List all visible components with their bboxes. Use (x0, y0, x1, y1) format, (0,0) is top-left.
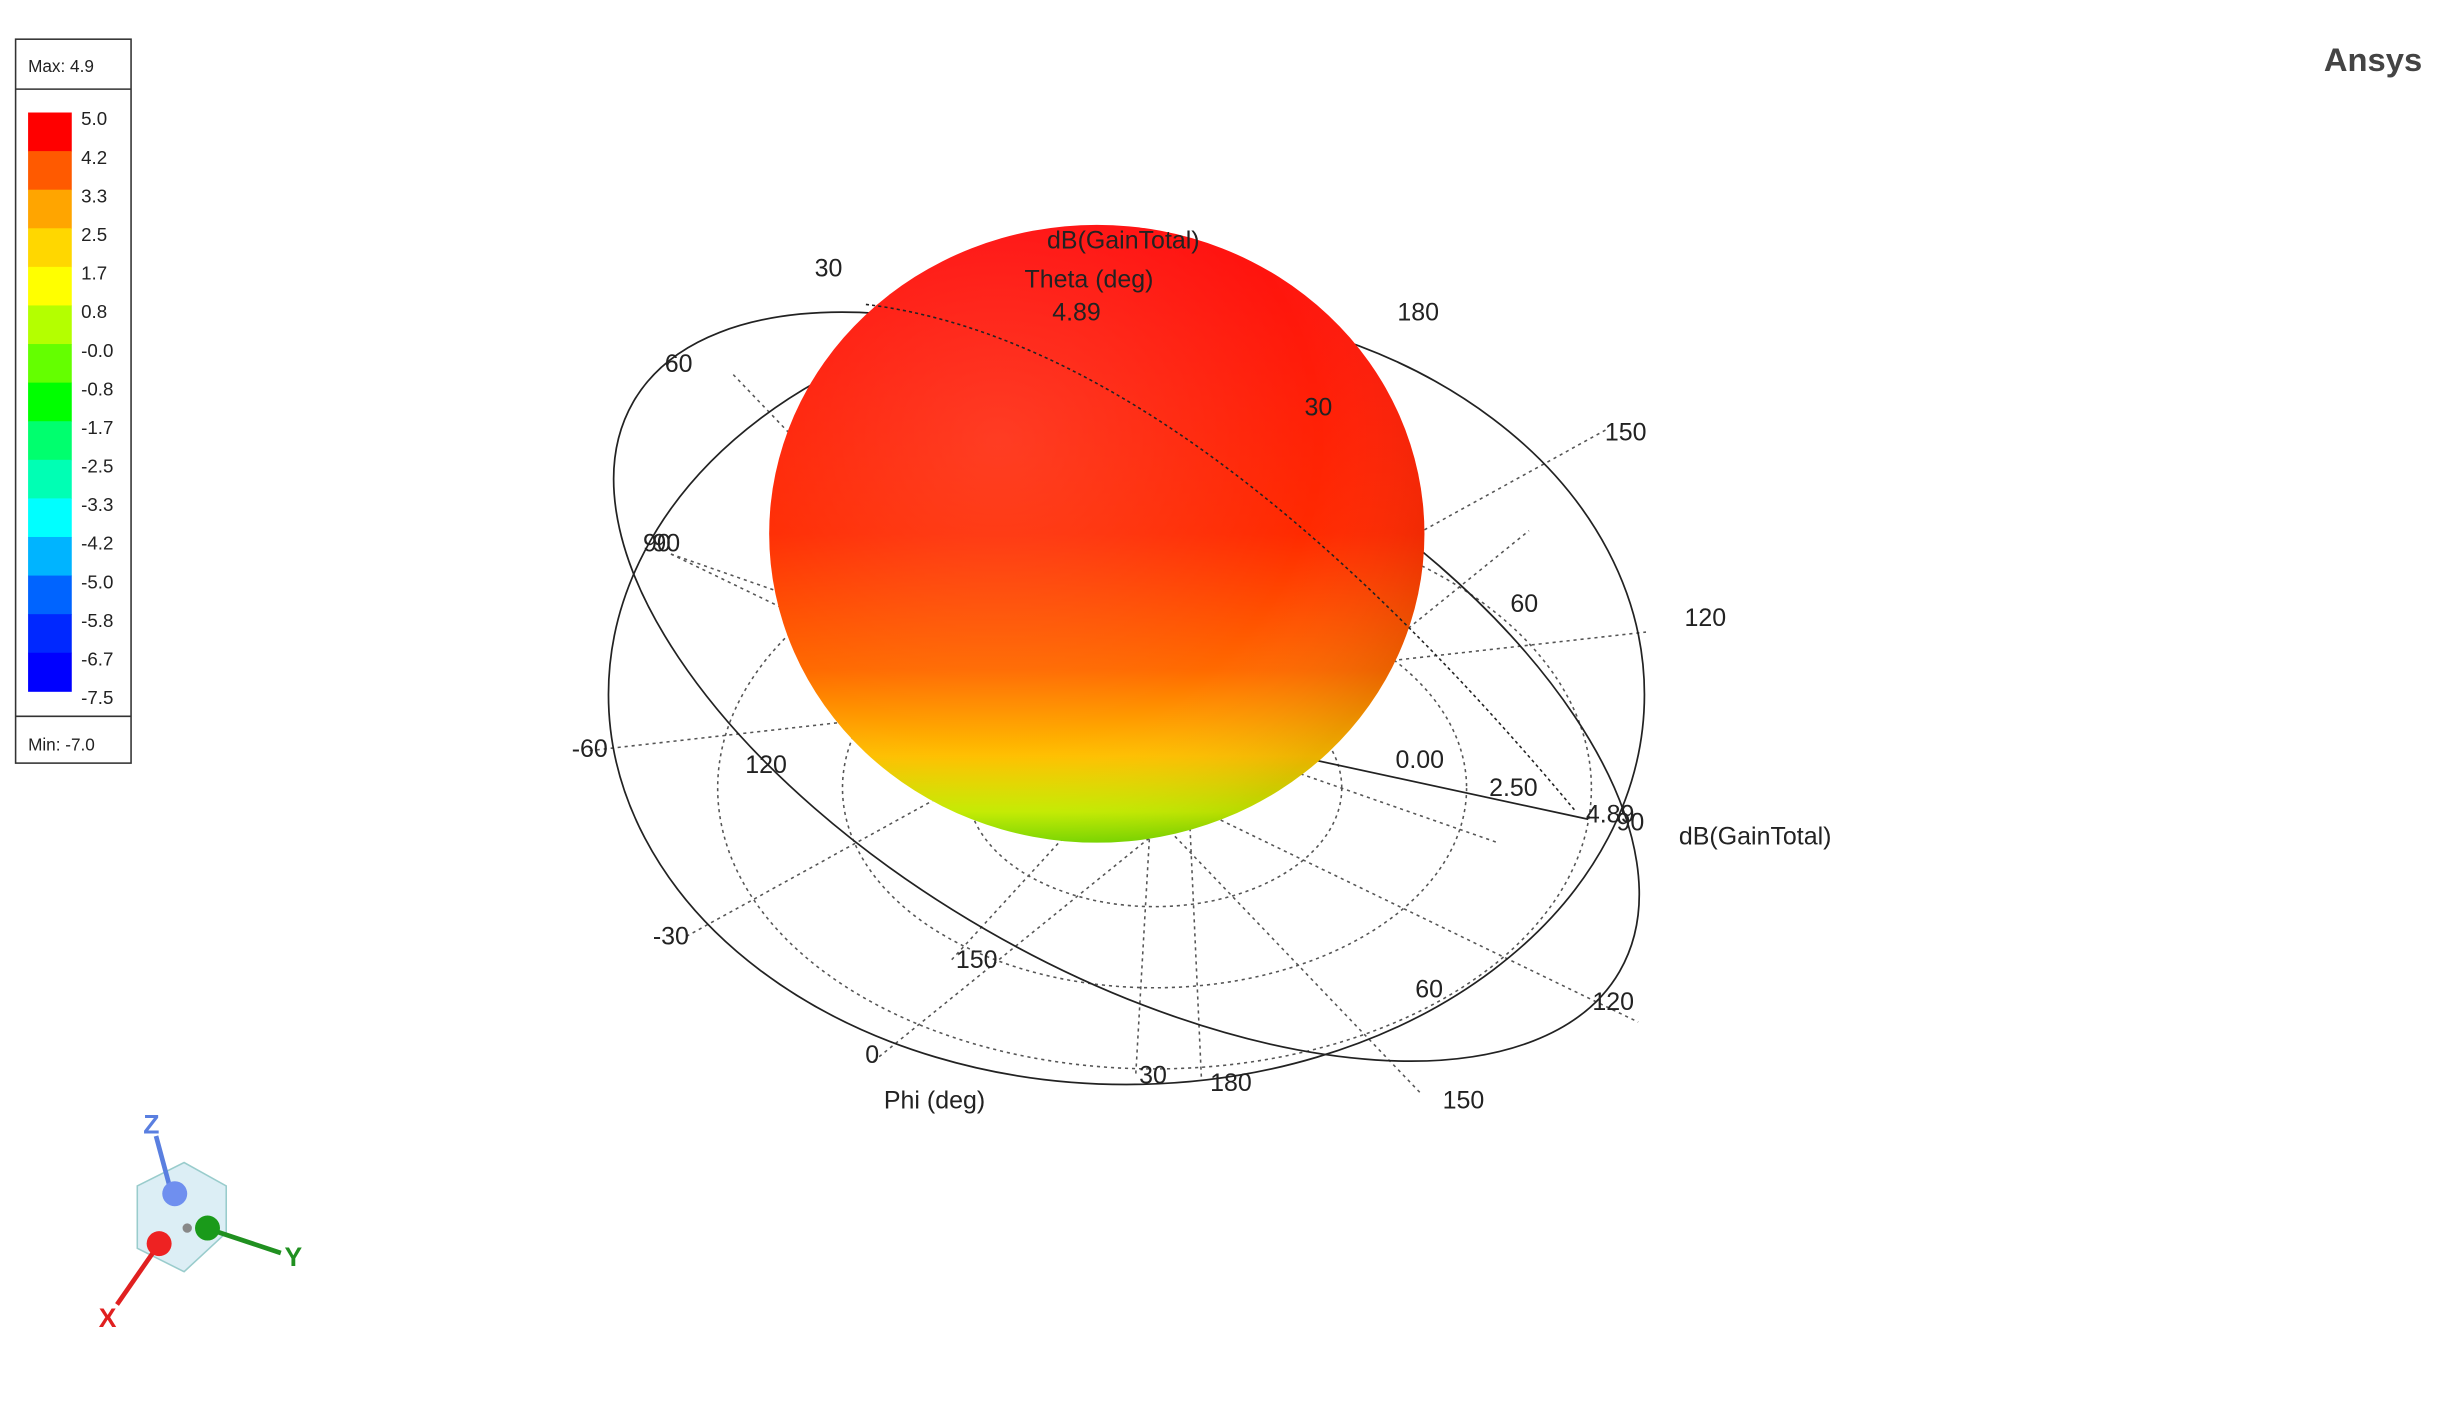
grid-ring (841, 587, 1468, 989)
legend-swatch (28, 614, 72, 654)
legend-label: -1.7 (81, 417, 113, 438)
surface-shading (769, 224, 1425, 843)
legend-label: -6.7 (81, 648, 113, 669)
gizmo-z-ball (162, 1181, 188, 1207)
legend-label: 1.7 (81, 263, 107, 284)
legend-swatch (28, 151, 72, 191)
plot-labels: dB(GainTotal) Theta (deg) 4.89 30 180 60 30 150… (572, 227, 1832, 1115)
legend: Max: 4.9 Min: -7.0 5.0 4.2 3.3 2.5 1.7 0.8 -0.… (14, 38, 132, 764)
plot-label: 2.50 (1489, 774, 1538, 802)
plot-label: 120 (1684, 604, 1726, 632)
plot-label: 4.89 (1052, 298, 1101, 326)
gizmo-x (115, 1246, 158, 1306)
plot-label: 90 (1617, 809, 1645, 837)
legend-swatch (28, 652, 72, 692)
legend-swatch (28, 382, 72, 422)
legend-min: Min: -7.0 (28, 734, 95, 754)
plot-label: 60 (665, 350, 693, 378)
axes-gizmo: Z X Y (99, 1110, 303, 1333)
brand: Ansys (2324, 41, 2422, 78)
legend-swatch (28, 459, 72, 499)
plot-label: 90 (643, 529, 671, 557)
grid-ring (716, 506, 1593, 1070)
legend-label: -0.0 (81, 340, 113, 361)
legend-swatch (28, 112, 72, 152)
legend-swatch (28, 266, 72, 306)
legend-label: -7.5 (81, 687, 113, 708)
legend-label: -5.0 (81, 571, 113, 592)
plot-label: 30 (1304, 394, 1332, 422)
legend-label: -0.8 (81, 378, 113, 399)
plot-label: 4.89 (1586, 801, 1635, 829)
legend-swatch (28, 421, 72, 461)
plot-label: 0.00 (1395, 746, 1444, 774)
gizmo-origin (182, 1223, 192, 1233)
plot-label: 90 (652, 529, 680, 557)
legend-label: 0.8 (81, 301, 107, 322)
plot-label: 60 (1415, 975, 1443, 1003)
legend-label: 2.5 (81, 224, 107, 245)
legend-swatch (28, 498, 72, 538)
plot-label: dB(GainTotal) (1679, 823, 1832, 851)
plot-label: 180 (1397, 298, 1439, 326)
plot-label: 150 (956, 946, 998, 974)
gizmo-x-ball (146, 1231, 172, 1257)
plot-label: 30 (815, 255, 843, 283)
plot-label: 120 (1592, 988, 1634, 1016)
gizmo-z-label: Z (143, 1110, 159, 1140)
legend-label: -5.8 (81, 610, 113, 631)
plot-label: Theta (deg) (1025, 266, 1154, 294)
legend-label: 3.3 (81, 185, 107, 206)
plot-label: 180 (1210, 1069, 1252, 1097)
legend-label: 4.2 (81, 147, 107, 168)
legend-swatch (28, 305, 72, 345)
gizmo-y (209, 1227, 282, 1256)
plot-label: 150 (1443, 1086, 1485, 1114)
legend-max: Max: 4.9 (28, 56, 94, 76)
legend-label: 5.0 (81, 108, 107, 129)
legend-swatch (28, 575, 72, 615)
plot-label: -60 (572, 735, 608, 763)
legend-label: -4.2 (81, 533, 113, 554)
plot-label: dB(GainTotal) (1047, 227, 1200, 255)
plot-label: 30 (1139, 1061, 1167, 1089)
plot-label: 0 (865, 1041, 879, 1069)
legend-label: -3.3 (81, 494, 113, 515)
plot-label: 150 (1605, 419, 1647, 447)
legend-swatch (28, 228, 72, 268)
plot-label: Phi (deg) (884, 1086, 985, 1114)
gizmo-x-label: X (99, 1303, 117, 1333)
plot-label: 120 (745, 751, 787, 779)
gizmo-y-ball (195, 1215, 220, 1241)
plot-label: 60 (1510, 590, 1538, 618)
legend-swatch (28, 536, 72, 577)
legend-swatch (28, 189, 72, 229)
legend-label: -2.5 (81, 456, 113, 477)
plot-label: -30 (653, 922, 689, 950)
legend-swatch (28, 344, 72, 384)
gizmo-y-label: Y (284, 1242, 302, 1272)
